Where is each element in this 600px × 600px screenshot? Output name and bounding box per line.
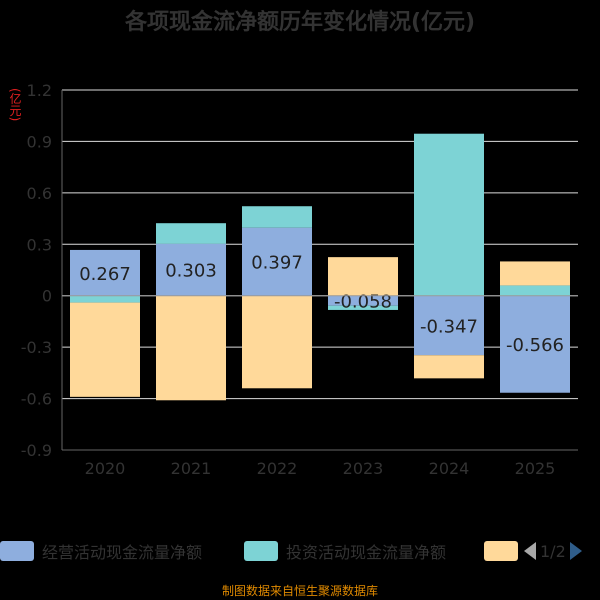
data-label-2024: -0.347 <box>420 316 478 337</box>
legend-page-indicator: 1/2 <box>540 541 566 561</box>
bar-2021-series-2 <box>156 295 226 401</box>
y-tick-label: 1.2 <box>27 81 52 100</box>
bar-2021-series-0 <box>156 243 226 296</box>
y-tick-label: 0 <box>42 287 52 306</box>
legend-next-icon[interactable] <box>569 542 582 560</box>
y-tick-label: 0.9 <box>27 132 52 151</box>
legend-swatch-operating <box>0 541 34 561</box>
bar-2020-series-2 <box>70 302 140 397</box>
legend-swatch-investing <box>244 541 278 561</box>
data-label-2022: 0.397 <box>251 253 303 274</box>
y-axis-unit: (亿元) <box>8 88 22 122</box>
data-label-2020: 0.267 <box>79 264 131 285</box>
x-tick-label: 2025 <box>515 459 556 478</box>
bar-2023-series-1 <box>328 305 398 310</box>
legend-swatch-financing <box>484 541 518 561</box>
y-tick-label: -0.9 <box>21 441 52 460</box>
x-tick-label: 2020 <box>85 459 126 478</box>
y-tick-label: 0.3 <box>27 235 52 254</box>
data-label-2023: -0.058 <box>334 292 392 313</box>
x-tick-label: 2022 <box>257 459 298 478</box>
bar-2025-series-2 <box>500 261 570 286</box>
y-tick-label: 0.6 <box>27 184 52 203</box>
legend-label-operating: 经营活动现金流量净额 <box>42 543 203 562</box>
source-note: 制图数据来自恒生聚源数据库 <box>221 584 378 598</box>
x-tick-label: 2023 <box>343 459 384 478</box>
bar-2021-series-1 <box>156 223 226 244</box>
bar-2022-series-0 <box>242 227 312 296</box>
bar-2023-series-0 <box>328 295 398 306</box>
bar-2023-series-2 <box>328 257 398 296</box>
bar-2022-series-2 <box>242 295 312 389</box>
bar-2024-series-2 <box>414 355 484 379</box>
legend-pager: 1/2 <box>524 536 582 566</box>
bar-2020-series-1 <box>70 295 140 303</box>
legend-prev-icon[interactable] <box>524 542 536 560</box>
bar-2024-series-0 <box>414 295 484 356</box>
legend-item-investing[interactable]: 投资活动现金流量净额 <box>244 536 446 566</box>
x-tick-label: 2021 <box>171 459 212 478</box>
legend-label-investing: 投资活动现金流量净额 <box>286 543 447 562</box>
legend-item-operating[interactable]: 经营活动现金流量净额 <box>0 536 202 566</box>
legend: 经营活动现金流量净额 投资活动现金流量净额 1/2 <box>0 536 600 566</box>
bar-2025-series-0 <box>500 295 570 393</box>
chart-title: 各项现金流净额历年变化情况(亿元) <box>124 10 476 35</box>
data-label-2025: -0.566 <box>506 335 564 356</box>
data-label-2021: 0.303 <box>165 261 217 282</box>
bar-2022-series-1 <box>242 206 312 228</box>
y-tick-label: -0.6 <box>21 390 52 409</box>
y-tick-label: -0.3 <box>21 338 52 357</box>
x-tick-label: 2024 <box>429 459 470 478</box>
legend-item-financing[interactable] <box>484 536 526 566</box>
bar-2020-series-0 <box>70 249 140 296</box>
bar-2025-series-1 <box>500 285 570 296</box>
bar-2024-series-1 <box>414 133 484 296</box>
